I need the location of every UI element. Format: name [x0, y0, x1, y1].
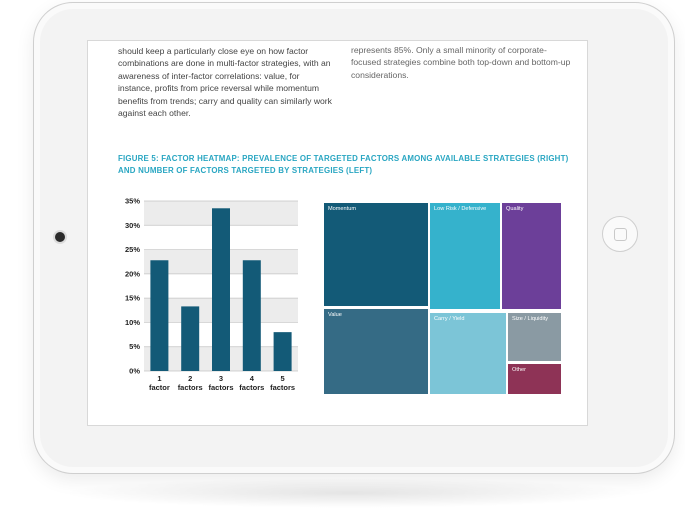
tablet-screen: should keep a particularly close eye on …	[87, 40, 588, 426]
y-tick-label: 25%	[125, 245, 140, 254]
x-tick-label: factors	[239, 383, 264, 392]
home-button[interactable]	[602, 216, 638, 252]
treemap-tile: Value	[324, 309, 428, 394]
x-tick-label: factors	[270, 383, 295, 392]
figure-title: FIGURE 5: FACTOR HEATMAP: PREVALENCE OF …	[118, 154, 569, 175]
treemap-tile: Other	[508, 364, 561, 394]
x-tick-label: 2	[188, 374, 192, 383]
treemap-tile: Quality	[502, 203, 561, 309]
y-tick-label: 30%	[125, 221, 140, 230]
treemap-tile: Size / Liquidity	[508, 313, 561, 361]
device-shadow	[60, 478, 640, 508]
y-tick-label: 15%	[125, 294, 140, 303]
treemap: Momentum Low Risk / Defensive Quality Value…	[324, 203, 561, 394]
y-tick-label: 10%	[125, 318, 140, 327]
x-tick-label: 3	[219, 374, 223, 383]
bar-chart: 0%5%10%15%20%25%30%35%1factor2factors3fa…	[125, 197, 298, 392]
bar	[242, 260, 261, 371]
bar	[273, 332, 292, 371]
y-tick-label: 5%	[129, 342, 140, 351]
treemap-tile: Low Risk / Defensive	[430, 203, 500, 309]
x-tick-label: 5	[281, 374, 285, 383]
x-tick-label: 4	[250, 374, 255, 383]
y-tick-label: 20%	[125, 269, 140, 278]
home-square-icon	[614, 228, 627, 241]
camera-icon	[55, 232, 65, 242]
article-left-column: should keep a particularly close eye on …	[118, 46, 332, 119]
treemap-tile: Momentum	[324, 203, 428, 306]
y-tick-label: 0%	[129, 367, 140, 376]
bar	[212, 208, 230, 371]
bar	[181, 306, 200, 371]
x-tick-label: factor	[149, 383, 170, 392]
bar	[150, 260, 169, 371]
x-tick-label: factors	[208, 383, 233, 392]
article-right-column: represents 85%. Only a small minority of…	[351, 45, 571, 80]
x-tick-label: 1	[157, 374, 161, 383]
treemap-tile: Carry / Yield	[430, 313, 506, 394]
x-tick-label: factors	[178, 383, 203, 392]
y-tick-label: 35%	[125, 197, 140, 206]
